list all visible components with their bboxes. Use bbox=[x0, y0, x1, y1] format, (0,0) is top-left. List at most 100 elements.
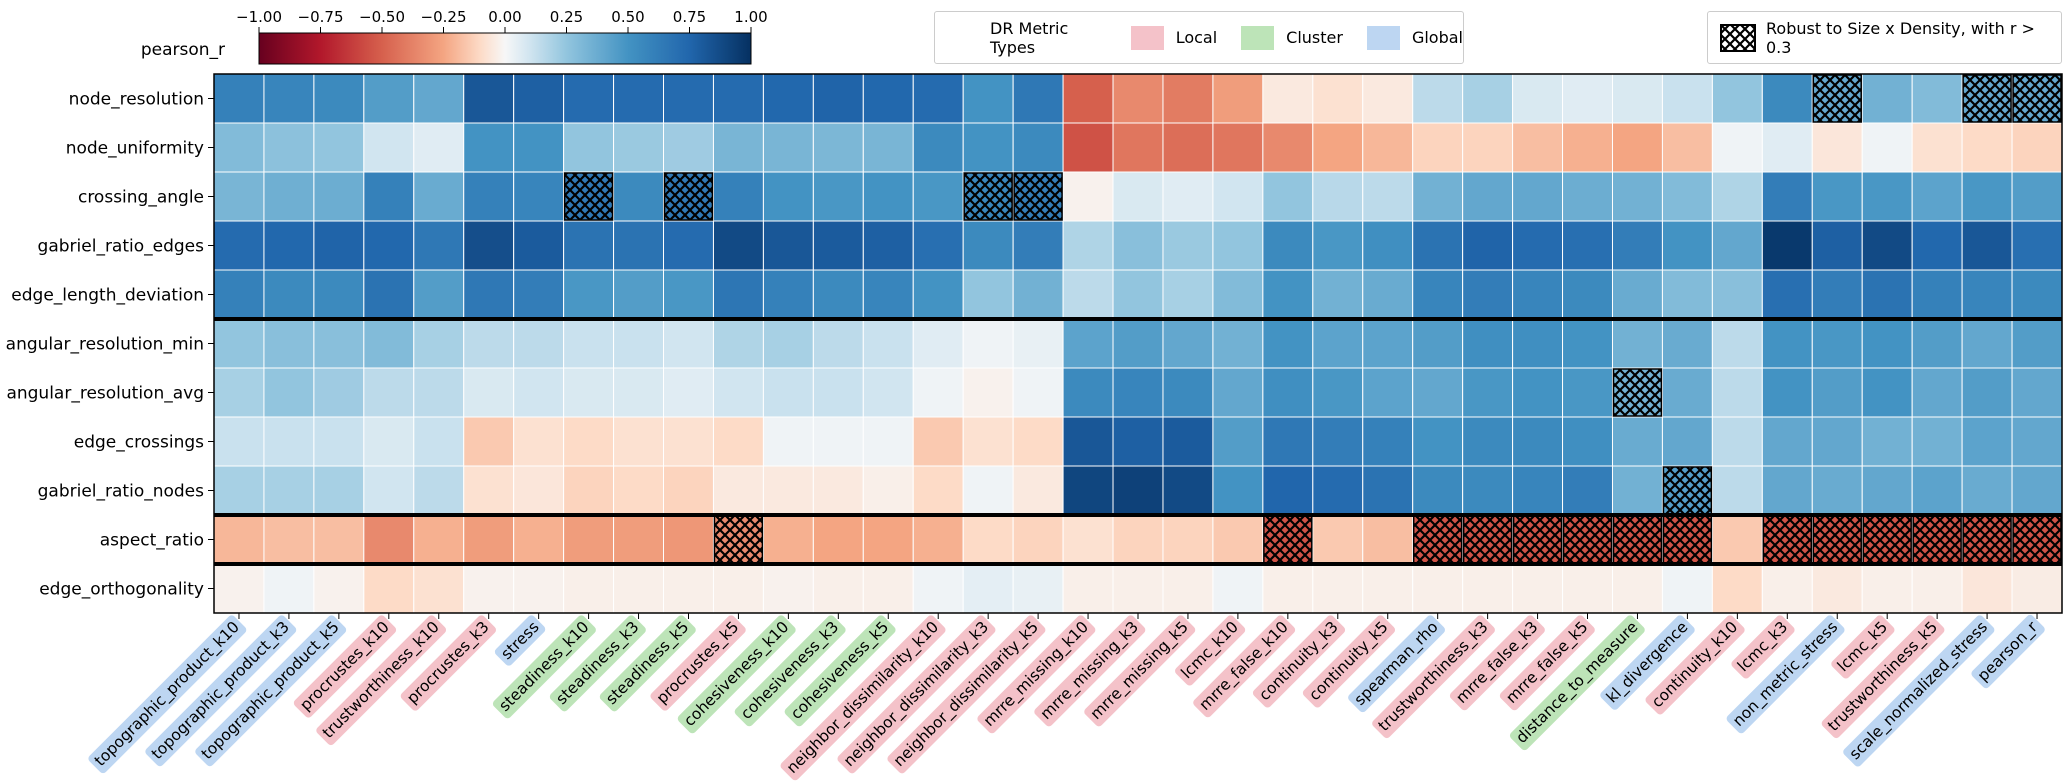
column-type-badge bbox=[293, 615, 397, 718]
hatched-cell bbox=[1462, 515, 1513, 564]
column-type-badge bbox=[734, 615, 846, 727]
heatmap-cell bbox=[912, 465, 964, 516]
heatmap-cell bbox=[613, 416, 665, 467]
heatmap-cell bbox=[1562, 563, 1613, 614]
heatmap-cell bbox=[213, 465, 265, 516]
hatched-cell bbox=[663, 172, 714, 221]
heatmap-cell bbox=[513, 465, 565, 516]
heatmap-cell bbox=[1362, 416, 1414, 467]
heatmap-cell bbox=[213, 514, 265, 565]
column-type-badge bbox=[1831, 615, 1895, 679]
heatmap-cell bbox=[1811, 269, 1863, 320]
heatmap-cell bbox=[1312, 563, 1364, 614]
heatmap-cell bbox=[513, 269, 565, 320]
heatmap-cell bbox=[213, 416, 265, 467]
hatched-cell bbox=[1912, 515, 1962, 564]
heatmap-cell bbox=[413, 73, 465, 124]
heatmap-cell bbox=[663, 122, 714, 173]
heatmap-cell bbox=[862, 73, 914, 124]
hatched-cell bbox=[1662, 466, 1713, 515]
heatmap-cell bbox=[1611, 73, 1663, 124]
heatmap-cell bbox=[1412, 318, 1464, 369]
heatmap-cell bbox=[663, 563, 714, 614]
heatmap-cell bbox=[1711, 367, 1763, 418]
legend-item-cluster: Cluster bbox=[1241, 25, 1343, 50]
heatmap-cell bbox=[1811, 563, 1863, 614]
heatmap-cell bbox=[463, 563, 515, 614]
heatmap-cell bbox=[1062, 318, 1114, 369]
heatmap-cell bbox=[1761, 465, 1813, 516]
heatmap-cell bbox=[1112, 171, 1164, 222]
heatmap-cell bbox=[1262, 220, 1314, 271]
heatmap-cell bbox=[812, 318, 864, 369]
heatmap-cell bbox=[1312, 171, 1364, 222]
hatched-cell bbox=[963, 172, 1013, 221]
heatmap-cell bbox=[1961, 318, 2013, 369]
heatmap-cell bbox=[563, 514, 615, 565]
heatmap-cell bbox=[563, 563, 615, 614]
column-type-badge bbox=[677, 615, 796, 734]
row-label: edge_crossings bbox=[74, 433, 204, 453]
heatmap-cell bbox=[363, 122, 415, 173]
heatmap-cell bbox=[2011, 318, 2063, 369]
row-label: edge_length_deviation bbox=[11, 286, 204, 306]
heatmap-cell bbox=[1162, 318, 1214, 369]
heatmap-cell bbox=[762, 514, 814, 565]
heatmap-cell bbox=[213, 367, 265, 418]
heatmap-cell bbox=[1462, 73, 1514, 124]
heatmap-cell bbox=[1961, 269, 2013, 320]
heatmap-cell bbox=[1412, 563, 1464, 614]
heatmap-cell bbox=[1112, 367, 1164, 418]
heatmap-cell bbox=[413, 318, 465, 369]
heatmap-cell bbox=[1661, 318, 1713, 369]
heatmap-cell bbox=[1711, 514, 1763, 565]
heatmap-cell bbox=[912, 122, 964, 173]
heatmap-cell bbox=[413, 171, 465, 222]
heatmap-cell bbox=[1362, 563, 1414, 614]
heatmap-cell bbox=[1162, 514, 1214, 565]
heatmap-cell bbox=[1811, 465, 1863, 516]
hatched-cell bbox=[2012, 74, 2062, 123]
heatmap-cell bbox=[1911, 563, 1963, 614]
heatmap-cell bbox=[263, 416, 315, 467]
heatmap-cell bbox=[1012, 465, 1064, 516]
heatmap-cell bbox=[463, 514, 515, 565]
heatmap-cell bbox=[912, 171, 964, 222]
heatmap-cell bbox=[1562, 367, 1613, 418]
heatmap-cell bbox=[463, 465, 515, 516]
heatmap-cell bbox=[1212, 73, 1264, 124]
heatmap-cell bbox=[1162, 465, 1214, 516]
column-type-badge bbox=[780, 615, 946, 781]
heatmap-cell bbox=[563, 73, 615, 124]
heatmap-cell bbox=[1611, 122, 1663, 173]
heatmap-cell bbox=[1062, 171, 1114, 222]
heatmap-cell bbox=[1861, 122, 1913, 173]
heatmap-cell bbox=[1611, 220, 1663, 271]
hatched-cell bbox=[1412, 515, 1463, 564]
heatmap-cell bbox=[1312, 465, 1364, 516]
heatmap-cell bbox=[1462, 367, 1514, 418]
heatmap-cell bbox=[1562, 269, 1613, 320]
heatmap-cell bbox=[1462, 269, 1514, 320]
heatmap-cell bbox=[712, 465, 764, 516]
heatmap-cell bbox=[2011, 367, 2063, 418]
legend-swatch-cluster bbox=[1241, 25, 1275, 50]
heatmap-cell bbox=[613, 269, 665, 320]
column-type-badge bbox=[1175, 615, 1246, 686]
heatmap-cell bbox=[2011, 465, 2063, 516]
heatmap-cell bbox=[1062, 73, 1114, 124]
colorbar-tick-label: 0.00 bbox=[488, 8, 521, 26]
heatmap-cell bbox=[213, 563, 265, 614]
heatmap-cell bbox=[812, 220, 864, 271]
heatmap-cell bbox=[762, 563, 814, 614]
heatmap-cell bbox=[1961, 171, 2013, 222]
heatmap-cell bbox=[762, 318, 814, 369]
heatmap-cell bbox=[812, 73, 864, 124]
heatmap-cell bbox=[563, 465, 615, 516]
column-type-badge bbox=[145, 615, 297, 767]
heatmap-cell bbox=[1162, 563, 1214, 614]
heatmap-cell bbox=[363, 220, 415, 271]
heatmap-cell bbox=[1162, 416, 1214, 467]
heatmap-cell bbox=[1711, 220, 1763, 271]
heatmap-cell bbox=[1012, 269, 1064, 320]
